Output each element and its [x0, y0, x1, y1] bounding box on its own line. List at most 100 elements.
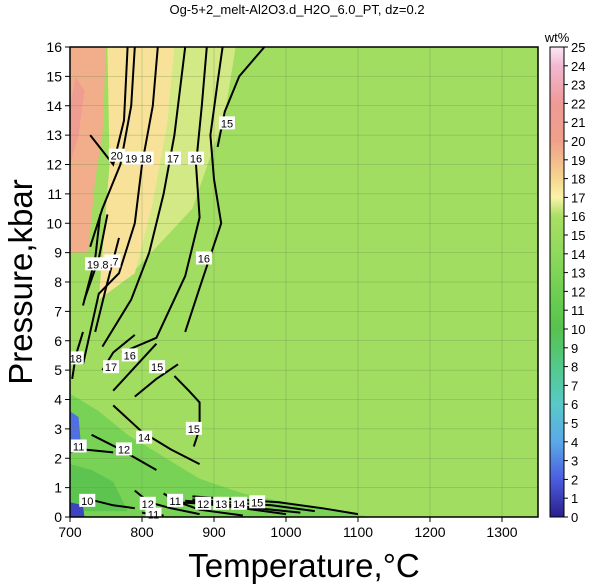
contour-label-bg	[195, 496, 212, 510]
contour-label: 19	[123, 151, 140, 166]
contour-line	[134, 363, 179, 398]
contour-label-bg	[149, 360, 166, 374]
contour-label: 11	[167, 493, 184, 508]
contour-label-bg	[108, 148, 125, 162]
y-tick-label: 16	[46, 39, 62, 55]
contour-line	[184, 47, 224, 333]
contour-label-bg	[213, 496, 230, 510]
x-tick-label: 1100	[343, 524, 373, 540]
colorbar-tick-label: 14	[571, 247, 585, 262]
contour-label-bg	[188, 151, 204, 165]
contour-label-text: 16	[124, 350, 136, 362]
plot-area: 1515161617181920171819181716151412111514…	[46, 39, 539, 540]
colorbar-unit: wt%	[544, 30, 570, 45]
contour-label-text: 19	[87, 259, 99, 271]
contour-label: 17	[103, 360, 120, 374]
y-axis-title: Pressure,kbar	[2, 179, 39, 384]
colorbar-gradient	[549, 46, 565, 518]
contour-label-bg	[85, 257, 102, 271]
contour-label: 20	[108, 148, 125, 163]
contour-label-text: 17	[105, 362, 117, 374]
contour-label-bg	[137, 151, 154, 165]
contour-label: 15	[249, 495, 266, 509]
colorbar-tick-label: 9	[571, 341, 578, 356]
x-axis-title: Temperature,°C	[188, 547, 419, 584]
colorbar-tick-label: 8	[571, 360, 578, 375]
y-tick-label: 1	[54, 480, 62, 496]
colorbar-tick-label: 12	[571, 284, 585, 299]
contour-label-bg	[70, 439, 87, 453]
contour-label-bg	[139, 496, 156, 510]
contour-label: 12	[116, 442, 132, 456]
contour-line	[121, 47, 208, 354]
contour-label-bg	[79, 493, 96, 507]
colorbar-tick-label: 18	[571, 172, 585, 187]
contour-label: 16	[188, 151, 204, 166]
contour-label-bg	[67, 351, 84, 365]
colorbar-tick-label: 19	[571, 153, 585, 168]
colorbar-tick-label: 5	[571, 416, 578, 431]
y-tick-label: 4	[54, 392, 62, 408]
colorbar-tick-label: 7	[571, 378, 578, 393]
y-tick-label: 11	[47, 186, 62, 202]
contour-label-text: 18	[139, 154, 151, 166]
contour-label-bg	[103, 360, 120, 374]
y-tick-label: 14	[46, 98, 62, 114]
colorbar-tick-label: 15	[571, 228, 585, 243]
contour-label: 15	[149, 360, 166, 374]
x-tick-label: 1200	[414, 524, 445, 540]
y-tick-label: 3	[54, 421, 62, 437]
colorbar-tick-label: 23	[571, 78, 585, 93]
contour-label-bg	[231, 496, 248, 510]
contour-label: 16	[121, 348, 138, 362]
contour-label-text: 11	[169, 496, 180, 508]
colorbar-tick-label: 4	[571, 435, 578, 450]
colorbar-tick-label: 21	[571, 115, 585, 130]
contour-label: 11	[145, 507, 162, 522]
chart-title: Og-5+2_melt-Al2O3.d_H2O_6.0_PT, dz=0.2	[169, 2, 424, 17]
x-tick-label: 1000	[270, 524, 301, 540]
contour-label-bg	[185, 421, 202, 435]
contour-label-text: 11	[73, 442, 84, 454]
contour-line	[112, 404, 201, 465]
contour-line	[134, 489, 200, 516]
contour-label-text: 19	[125, 154, 137, 166]
y-tick-label: 5	[54, 362, 62, 378]
x-tick-label: 800	[130, 524, 154, 540]
contour-label-text: 12	[197, 499, 209, 511]
contour-label: 19	[85, 257, 102, 271]
contour-label: 18	[67, 351, 84, 365]
contour-line	[112, 343, 158, 392]
value-region	[98, 47, 175, 300]
contour-label-text: 20	[111, 151, 123, 163]
contour-label: 16	[195, 251, 212, 266]
colorbar-tick-label: 0	[571, 510, 578, 525]
contour-label: 15	[218, 116, 235, 130]
x-axis-ticks: 700 800 900 1000 1100 1200 1300	[58, 517, 518, 540]
contour-label-bg	[164, 151, 181, 165]
contour-label-text: 17	[167, 154, 179, 166]
contour-label-bg	[136, 430, 153, 444]
x-tick-label: 900	[202, 524, 226, 540]
contour-label: 14	[231, 496, 248, 511]
y-tick-label: 7	[54, 303, 62, 319]
y-tick-label: 12	[46, 157, 62, 173]
contour-label: 15	[185, 421, 202, 436]
colorbar-tick-label: 6	[571, 397, 578, 412]
contour-line	[82, 47, 159, 365]
y-tick-label: 0	[54, 509, 62, 525]
value-region	[70, 76, 85, 165]
y-tick-label: 13	[46, 127, 62, 143]
gridlines	[70, 47, 538, 517]
contour-label: 12	[195, 496, 212, 511]
contour-label-text: 14	[233, 499, 245, 511]
colorbar-tick-label: 17	[571, 190, 585, 205]
contour-label: 17	[164, 151, 181, 166]
colorbar-tick-label: 25	[571, 40, 585, 55]
contour-label: 11	[70, 439, 87, 454]
contour-label-bg	[123, 151, 140, 165]
contour-label-text: 18	[70, 353, 82, 365]
contour-label-text: 16	[190, 154, 202, 166]
contour-label-text: 10	[81, 496, 93, 508]
contour-label-text: 16	[198, 254, 210, 266]
